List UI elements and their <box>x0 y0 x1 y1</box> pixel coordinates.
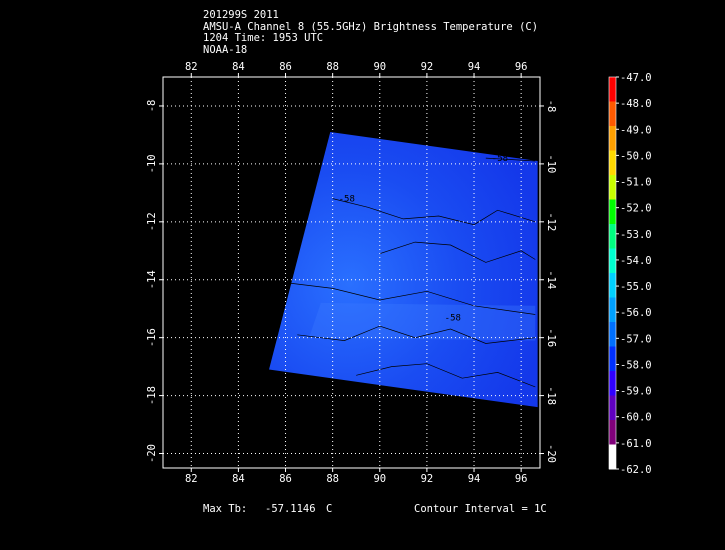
colorbar-label: -52.0 <box>620 203 652 215</box>
colorbar-segment <box>609 346 616 372</box>
y-tick-label-left: -10 <box>146 154 158 173</box>
contour-line <box>285 282 536 315</box>
colorbar-segment <box>609 297 616 323</box>
y-tick-label-right: -14 <box>545 270 557 289</box>
colorbar-segment <box>609 395 616 421</box>
y-tick-label-left: -18 <box>146 386 158 405</box>
y-tick-label-right: -10 <box>545 154 557 173</box>
colorbar-segment <box>609 126 616 151</box>
x-tick-label-top: 94 <box>468 61 481 73</box>
colorbar-label: -62.0 <box>620 464 652 476</box>
header-line-time: 1204 Time: 1953 UTC <box>203 32 324 44</box>
colorbar-segment <box>609 199 616 225</box>
colorbar-segment <box>609 444 616 470</box>
x-tick-label-bottom: 90 <box>373 473 386 485</box>
y-tick-label-left: -16 <box>146 328 158 347</box>
colorbar-segment <box>609 150 616 176</box>
contour-label: -58 <box>445 313 461 323</box>
contour-line <box>356 363 536 388</box>
plot-frame <box>162 76 541 469</box>
colorbar-segment <box>609 175 616 200</box>
colorbar-label: -51.0 <box>620 177 652 189</box>
colorbar-label: -49.0 <box>620 124 652 136</box>
x-tick-label-top: 92 <box>421 61 434 73</box>
header-line-id: 201299S 2011 <box>203 9 279 21</box>
x-tick-label-top: 90 <box>373 61 386 73</box>
max-tb-label: Max Tb: <box>203 503 248 515</box>
colorbar-segment <box>609 273 616 298</box>
contour-line <box>332 198 536 226</box>
colorbar-label: -54.0 <box>620 255 652 267</box>
x-tick-label-top: 84 <box>232 61 245 73</box>
y-tick-label-left: -14 <box>146 270 158 289</box>
x-tick-label-bottom: 94 <box>468 473 481 485</box>
contour-interval-text: Contour Interval = 1C <box>414 503 547 515</box>
y-tick-label-right: -12 <box>545 212 557 231</box>
max-tb-value: -57.1146 <box>265 503 316 515</box>
colorbar-label: -47.0 <box>620 72 652 84</box>
x-tick-label-top: 86 <box>279 61 292 73</box>
colorbar-label: -53.0 <box>620 229 652 241</box>
colorbar-label: -59.0 <box>620 386 652 398</box>
y-tick-label-right: -20 <box>545 444 557 463</box>
header-line-satellite: NOAA-18 <box>203 43 248 56</box>
swath-area <box>269 132 538 408</box>
colorbar-label: -61.0 <box>620 438 652 450</box>
y-tick-label-right: -18 <box>545 386 557 405</box>
x-tick-label-bottom: 88 <box>326 473 339 485</box>
colorbar-label: -60.0 <box>620 412 652 424</box>
colorbar-label: -55.0 <box>620 281 652 293</box>
colorbar-segment <box>609 420 616 445</box>
x-tick-label-top: 88 <box>326 61 339 73</box>
y-tick-label-left: -12 <box>146 212 158 231</box>
colorbar-label: -50.0 <box>620 150 652 162</box>
colorbar-segment <box>609 101 616 127</box>
x-tick-label-top: 82 <box>185 61 198 73</box>
colorbar-label: -56.0 <box>620 307 652 319</box>
x-tick-label-bottom: 82 <box>185 473 198 485</box>
y-tick-label-right: -16 <box>545 328 557 347</box>
x-tick-label-top: 96 <box>515 61 528 73</box>
colorbar-segment <box>609 371 616 396</box>
y-tick-label-left: -20 <box>146 444 158 463</box>
colorbar-segment <box>609 248 616 274</box>
x-tick-label-bottom: 86 <box>279 473 292 485</box>
colorbar-label: -57.0 <box>620 333 652 345</box>
x-tick-label-bottom: 84 <box>232 473 245 485</box>
colorbar-segment <box>609 224 616 249</box>
max-tb-unit: C <box>326 503 333 515</box>
colorbar-label: -48.0 <box>620 98 652 110</box>
contour-line <box>379 241 536 263</box>
y-tick-label-left: -8 <box>146 100 158 113</box>
warm-band <box>309 302 536 341</box>
header-line-title: AMSU-A Channel 8 (55.5GHz) Brightness Te… <box>203 20 539 33</box>
y-tick-label-right: -8 <box>545 100 557 113</box>
colorbar-frame <box>608 76 617 470</box>
contour-label: -58 <box>492 154 508 164</box>
contour-line <box>485 157 536 162</box>
x-tick-label-bottom: 96 <box>515 473 528 485</box>
contour-label: -58 <box>339 195 355 205</box>
x-tick-label-bottom: 92 <box>421 473 434 485</box>
colorbar-label: -58.0 <box>620 359 652 371</box>
colorbar-segment <box>609 322 616 347</box>
colorbar-segment <box>609 77 616 102</box>
